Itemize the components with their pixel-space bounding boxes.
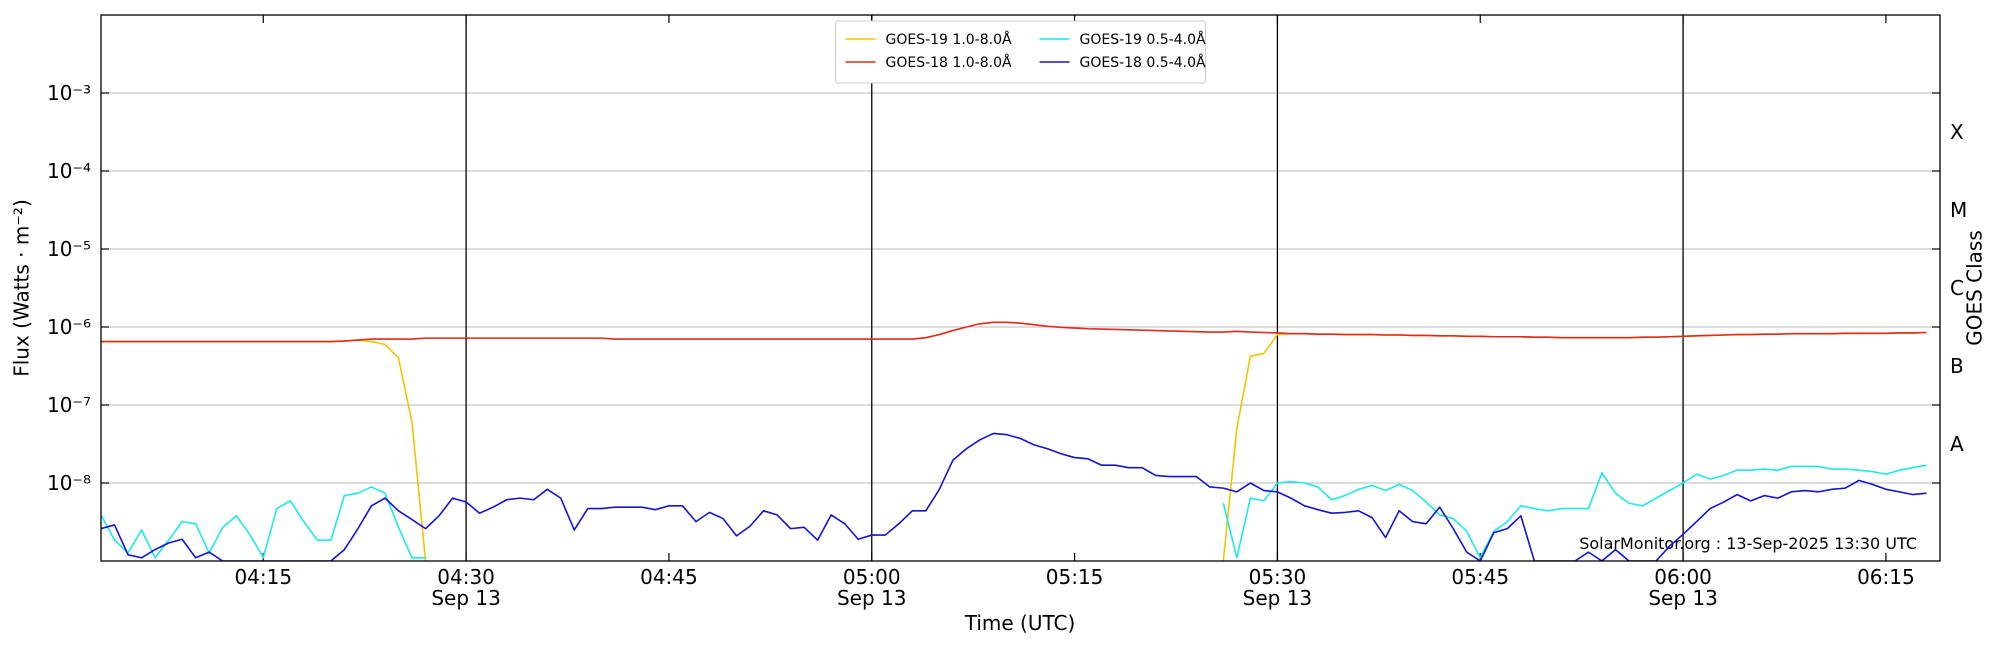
series-group <box>101 321 1927 561</box>
y-tick-label: 10⁻⁶ <box>47 315 91 339</box>
class-label: X <box>1950 120 1964 144</box>
x-tick-label: 05:00 <box>843 565 901 589</box>
x-tick-label: 04:30 <box>437 565 495 589</box>
legend-label: GOES-18 0.5-4.0Å <box>1080 54 1206 71</box>
y-tick-label: 10⁻⁸ <box>47 471 91 495</box>
x-tick-date: Sep 13 <box>1648 586 1718 610</box>
series-line <box>101 464 1927 559</box>
x-tick-label: 04:15 <box>234 565 292 589</box>
class-label: M <box>1950 198 1967 222</box>
x-tick-label: 06:00 <box>1654 565 1712 589</box>
x-tick-label: 05:30 <box>1249 565 1307 589</box>
legend-label: GOES-18 1.0-8.0Å <box>886 54 1012 71</box>
legend-label: GOES-19 1.0-8.0Å <box>886 31 1012 48</box>
y2-axis-label: GOES Class <box>1963 230 1987 346</box>
y-tick-label: 10⁻³ <box>47 81 91 105</box>
y-tick-label: 10⁻⁵ <box>47 237 91 261</box>
x-tick-date: Sep 13 <box>1243 586 1313 610</box>
x-axis-label: Time (UTC) <box>964 611 1076 635</box>
y-axis-label: Flux (Watts · m⁻²) <box>10 199 34 377</box>
x-tick-label: 05:15 <box>1046 565 1104 589</box>
class-label: C <box>1950 276 1964 300</box>
series-line <box>101 432 1927 561</box>
class-label: A <box>1950 432 1964 456</box>
legend-label: GOES-19 0.5-4.0Å <box>1080 31 1206 48</box>
plot-frame <box>100 14 1941 562</box>
class-label: B <box>1950 354 1964 378</box>
y-tick-label: 10⁻⁴ <box>47 159 91 183</box>
y-tick-label: 10⁻⁷ <box>47 393 91 417</box>
x-tick-date: Sep 13 <box>837 586 907 610</box>
x-tick-label: 05:45 <box>1451 565 1509 589</box>
annotation: SolarMonitor.org : 13-Sep-2025 13:30 UTC <box>1579 534 1917 553</box>
plot-area <box>101 15 1940 561</box>
legend-box <box>835 20 1206 84</box>
x-tick-label: 04:45 <box>640 565 698 589</box>
x-tick-date: Sep 13 <box>431 586 501 610</box>
x-tick-label: 06:15 <box>1857 565 1915 589</box>
series-line <box>101 321 1927 343</box>
